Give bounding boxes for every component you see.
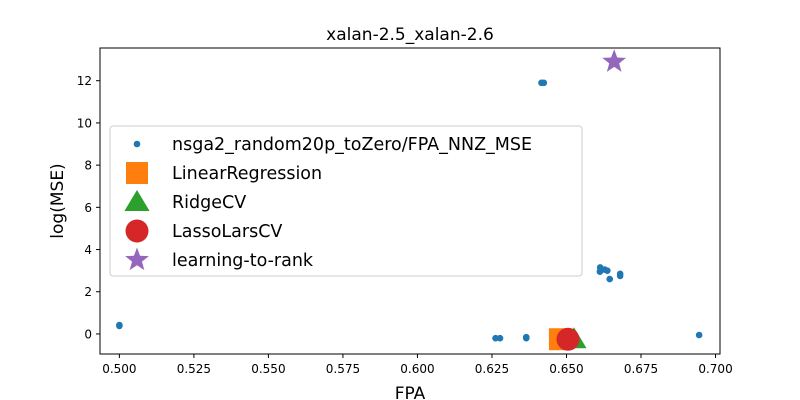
legend-square-marker <box>126 162 148 184</box>
legend-dot-marker <box>133 140 141 148</box>
legend-label: LinearRegression <box>172 164 322 184</box>
x-tick-label: 0.575 <box>326 362 360 376</box>
legend-label: learning-to-rank <box>172 251 314 271</box>
data-point <box>496 334 504 342</box>
x-tick-label: 0.600 <box>400 362 434 376</box>
x-tick-label: 0.650 <box>549 362 583 376</box>
data-point <box>606 275 614 283</box>
y-tick-label: 12 <box>77 74 92 88</box>
x-tick-label: 0.675 <box>624 362 658 376</box>
axes: 0.500 0.525 0.550 0.575 0.600 0.625 0.650 0.675… <box>77 74 733 376</box>
y-tick-label: 6 <box>84 201 92 215</box>
plot-frame <box>99 47 721 355</box>
legend-label: LassoLarsCV <box>172 222 282 242</box>
plot-area <box>116 49 703 351</box>
legend-circle-marker <box>125 219 149 243</box>
chart-title: xalan-2.5_xalan-2.6 <box>326 25 494 45</box>
x-tick-label: 0.625 <box>475 362 509 376</box>
data-point <box>540 79 548 87</box>
legend: nsga2_random20p_toZero/FPA_NNZ_MSE Linear… <box>109 125 583 277</box>
legend-item: RidgeCV <box>124 190 246 213</box>
x-tick-label: 0.500 <box>102 362 136 376</box>
legend-label: nsga2_random20p_toZero/FPA_NNZ_MSE <box>172 135 532 155</box>
y-tick-label: 4 <box>84 243 92 257</box>
legend-item: learning-to-rank <box>125 247 314 271</box>
legend-item: nsga2_random20p_toZero/FPA_NNZ_MSE <box>133 135 532 155</box>
y-axis-label: log(MSE) <box>48 163 68 238</box>
x-tick-label: 0.700 <box>698 362 732 376</box>
legend-label: RidgeCV <box>172 193 246 213</box>
circle-marker <box>556 327 580 351</box>
data-point <box>522 334 530 342</box>
y-tick-label: 10 <box>77 116 92 130</box>
y-tick-label: 2 <box>84 285 92 299</box>
legend-box <box>109 125 583 277</box>
data-marks <box>116 49 703 351</box>
x-tick-label: 0.525 <box>177 362 211 376</box>
data-point <box>116 322 123 330</box>
data-point <box>604 267 611 274</box>
y-tick-label: 8 <box>84 159 92 173</box>
star-marker <box>602 49 627 72</box>
data-point <box>616 272 624 280</box>
legend-triangle-marker <box>124 190 150 211</box>
legend-item: LassoLarsCV <box>125 219 282 243</box>
x-axis-label: FPA <box>395 384 426 400</box>
y-tick-label: 0 <box>84 327 92 341</box>
x-tick-label: 0.550 <box>251 362 285 376</box>
data-point <box>695 331 703 339</box>
legend-star-marker <box>125 247 149 271</box>
legend-item: LinearRegression <box>126 162 322 184</box>
